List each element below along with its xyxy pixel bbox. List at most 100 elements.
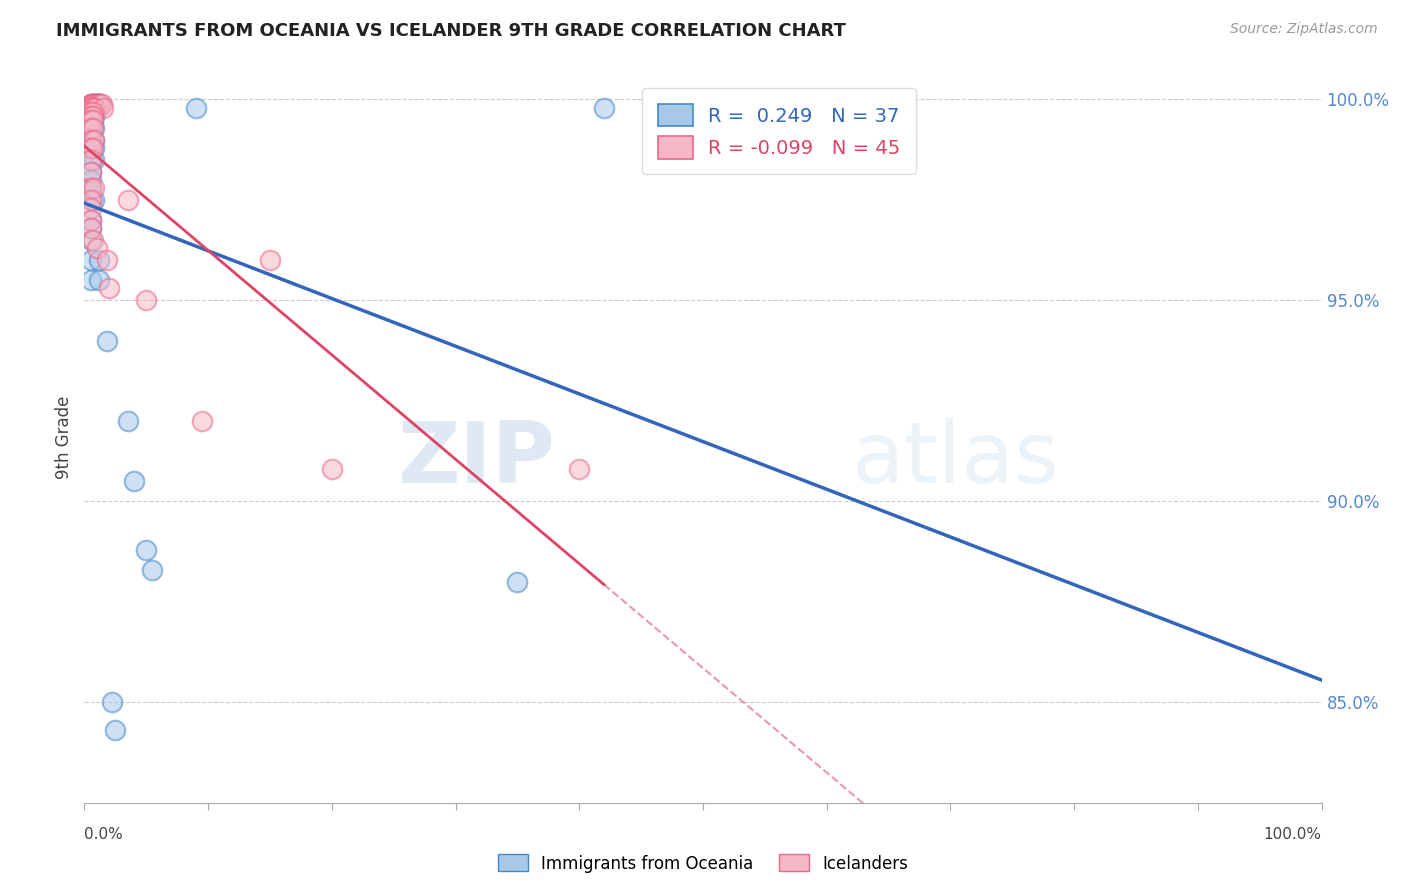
Point xyxy=(135,542,157,557)
Point xyxy=(79,201,101,215)
Point xyxy=(79,141,101,155)
Point xyxy=(79,181,101,195)
Point xyxy=(104,723,127,738)
Point xyxy=(84,96,107,111)
Point xyxy=(84,101,107,115)
Point xyxy=(80,96,103,111)
Point xyxy=(96,334,118,348)
Point xyxy=(79,221,101,235)
Point xyxy=(568,462,591,476)
Point xyxy=(79,112,101,127)
Point xyxy=(82,112,104,127)
Point xyxy=(83,193,105,207)
Point xyxy=(96,253,118,268)
Point xyxy=(79,253,101,268)
Point xyxy=(82,104,104,119)
Point xyxy=(82,96,104,111)
Text: Source: ZipAtlas.com: Source: ZipAtlas.com xyxy=(1230,22,1378,37)
Point xyxy=(506,574,529,589)
Point xyxy=(86,96,108,111)
Point xyxy=(83,153,105,167)
Point xyxy=(79,273,101,287)
Point xyxy=(259,253,281,268)
Point xyxy=(86,96,108,111)
Point xyxy=(79,173,101,187)
Point xyxy=(89,96,111,111)
Point xyxy=(83,181,105,195)
Point xyxy=(79,104,101,119)
Point xyxy=(184,101,207,115)
Point xyxy=(79,153,101,167)
Point xyxy=(87,96,110,111)
Point xyxy=(122,475,145,489)
Point xyxy=(86,241,108,255)
Text: IMMIGRANTS FROM OCEANIA VS ICELANDER 9TH GRADE CORRELATION CHART: IMMIGRANTS FROM OCEANIA VS ICELANDER 9TH… xyxy=(56,22,846,40)
Point xyxy=(89,96,111,111)
Text: atlas: atlas xyxy=(852,417,1060,500)
Point xyxy=(79,101,101,115)
Point xyxy=(82,104,104,119)
Point xyxy=(91,101,114,115)
Point xyxy=(87,96,110,111)
Y-axis label: 9th Grade: 9th Grade xyxy=(55,395,73,479)
Point xyxy=(83,133,105,147)
Point xyxy=(79,213,101,227)
Point xyxy=(79,193,101,207)
Point xyxy=(79,165,101,179)
Point xyxy=(84,96,107,111)
Point xyxy=(90,96,112,111)
Point xyxy=(82,112,104,127)
Point xyxy=(79,165,101,179)
Point xyxy=(89,273,111,287)
Point xyxy=(82,233,104,247)
Point xyxy=(79,133,101,147)
Point xyxy=(83,133,105,147)
Point xyxy=(593,101,616,115)
Point xyxy=(83,120,105,135)
Point xyxy=(98,281,121,295)
Point xyxy=(82,141,104,155)
Point xyxy=(321,462,343,476)
Legend: R =  0.249   N = 37, R = -0.099   N = 45: R = 0.249 N = 37, R = -0.099 N = 45 xyxy=(643,88,915,174)
Point xyxy=(82,96,104,111)
Point xyxy=(79,101,101,115)
Point xyxy=(79,112,101,127)
Point xyxy=(79,141,101,155)
Point xyxy=(79,233,101,247)
Legend: Immigrants from Oceania, Icelanders: Immigrants from Oceania, Icelanders xyxy=(492,847,914,880)
Point xyxy=(79,120,101,135)
Point xyxy=(141,563,163,577)
Point xyxy=(79,181,101,195)
Text: 0.0%: 0.0% xyxy=(84,827,124,842)
Point xyxy=(86,101,108,115)
Text: 100.0%: 100.0% xyxy=(1264,827,1322,842)
Point xyxy=(191,414,214,428)
Point xyxy=(82,120,104,135)
Point xyxy=(82,109,104,123)
Point xyxy=(79,213,101,227)
Point xyxy=(117,193,139,207)
Point xyxy=(79,221,101,235)
Point xyxy=(83,141,105,155)
Point xyxy=(79,153,101,167)
Point xyxy=(84,104,107,119)
Point xyxy=(100,695,122,709)
Point xyxy=(79,120,101,135)
Point xyxy=(79,193,101,207)
Point xyxy=(135,293,157,308)
Point xyxy=(79,96,101,111)
Point xyxy=(89,96,111,111)
Point xyxy=(79,109,101,123)
Point xyxy=(83,96,105,111)
Point xyxy=(79,133,101,147)
Point xyxy=(89,96,111,111)
Point xyxy=(83,109,105,123)
Point xyxy=(117,414,139,428)
Point xyxy=(79,104,101,119)
Point xyxy=(82,101,104,115)
Point xyxy=(89,253,111,268)
Text: ZIP: ZIP xyxy=(396,417,554,500)
Point xyxy=(79,96,101,111)
Point xyxy=(79,109,101,123)
Point xyxy=(83,96,105,111)
